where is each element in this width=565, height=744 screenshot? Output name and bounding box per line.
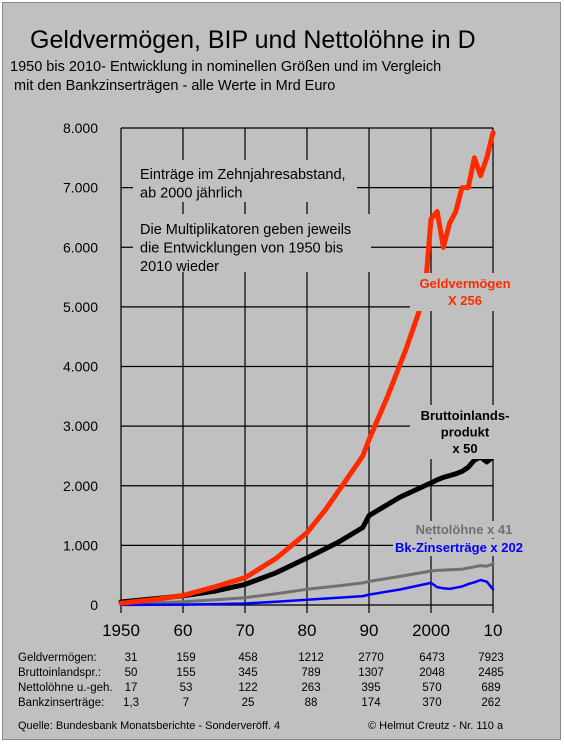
series-label-bip: Bruttoinlands- [421, 408, 510, 423]
table-cell: 1307 [358, 667, 384, 679]
table-row-label: Geldvermögen: [18, 652, 97, 664]
chart-note-line: 2010 wieder [140, 259, 219, 275]
y-tick-label: 4.000 [63, 359, 98, 375]
y-tick-label: 5.000 [63, 299, 98, 315]
series-label-geldvermoegen: X 256 [448, 293, 482, 308]
table-cell: 458 [238, 652, 257, 664]
series-label-bip: produkt [441, 425, 490, 440]
table-cell: 1212 [298, 652, 324, 664]
table-cell: 155 [176, 667, 195, 679]
y-tick-label: 6.000 [63, 239, 98, 255]
table-cell: 689 [481, 682, 500, 694]
y-tick-label: 7.000 [63, 180, 98, 196]
table-row-label: Bankzinserträge: [18, 697, 104, 709]
series-label-nettoloehne: Nettolöhne x 41 [416, 522, 513, 537]
note-backdrop [133, 160, 357, 202]
table-cell: 345 [238, 667, 257, 679]
y-tick-label: 3.000 [63, 418, 98, 434]
series-line-bip [118, 454, 496, 605]
chart-note-line: die Entwicklungen von 1950 bis [140, 241, 343, 257]
series-line-geldvermoegen [118, 130, 496, 606]
series-line-nettoloehne [119, 562, 495, 606]
y-tick-label: 8.000 [63, 120, 98, 136]
chart-subtitle: 1950 bis 2010- Entwicklung in nominellen… [10, 59, 442, 94]
y-tick-label: 2.000 [63, 478, 98, 494]
table-cell: 31 [125, 652, 138, 664]
table-cell: 50 [125, 667, 138, 679]
table-cell: 6473 [419, 652, 445, 664]
credit-note: © Helmut Creutz - Nr. 110 a [368, 720, 504, 732]
series-line-bankzins [119, 578, 495, 607]
x-tick-label: 10 [484, 621, 503, 640]
series-label-backdrop [410, 273, 522, 311]
table-cell: 7923 [478, 652, 504, 664]
table-cell: 370 [422, 697, 441, 709]
chart-note-line: ab 2000 jährlich [140, 186, 242, 202]
y-tick-label: 1.000 [63, 537, 98, 553]
table-cell: 88 [305, 697, 318, 709]
table-cell: 2048 [419, 667, 445, 679]
x-tick-label: 2000 [412, 621, 450, 640]
series-label-geldvermoegen: Geldvermögen [419, 276, 510, 291]
chart-title: Geldvermögen, BIP und Nettolöhne in D [30, 26, 476, 54]
table-row-label: Nettolöhne u.-geh. [18, 682, 113, 694]
table-cell: 174 [361, 697, 381, 709]
table-cell: 17 [125, 682, 138, 694]
chart-note-line: Die Multiplikatoren geben jeweils [140, 222, 351, 238]
note-backdrop [133, 214, 371, 272]
table-cell: 262 [481, 697, 500, 709]
table-cell: 570 [422, 682, 441, 694]
chart-note-line: Einträge im Zehnjahresabstand, [140, 167, 346, 183]
x-tick-label: 70 [236, 621, 255, 640]
table-cell: 395 [361, 682, 380, 694]
table-cell: 53 [180, 682, 193, 694]
table-cell: 122 [238, 682, 257, 694]
table-cell: 2770 [358, 652, 384, 664]
x-tick-label: 90 [360, 621, 379, 640]
table-cell: 159 [176, 652, 195, 664]
series-label-backdrop [393, 539, 527, 556]
table-cell: 263 [301, 682, 320, 694]
series-label-backdrop [408, 521, 520, 538]
x-tick-label: 80 [298, 621, 317, 640]
table-cell: 25 [242, 697, 255, 709]
table-cell: 7 [183, 697, 189, 709]
series-label-backdrop [410, 405, 522, 459]
series-label-bip: x 50 [452, 441, 477, 456]
x-tick-label: 1950 [102, 621, 140, 640]
table-row-label: Bruttoinlandspr.: [18, 667, 101, 679]
table-cell: 1,3 [123, 697, 139, 709]
x-tick-label: 60 [174, 621, 193, 640]
source-note: Quelle: Bundesbank Monatsberichte - Sond… [18, 720, 281, 732]
series-label-bankzins: Bk-Zinserträge x 202 [395, 540, 523, 555]
table-cell: 2485 [478, 667, 504, 679]
y-tick-label: 0 [90, 597, 98, 613]
table-cell: 789 [301, 667, 320, 679]
